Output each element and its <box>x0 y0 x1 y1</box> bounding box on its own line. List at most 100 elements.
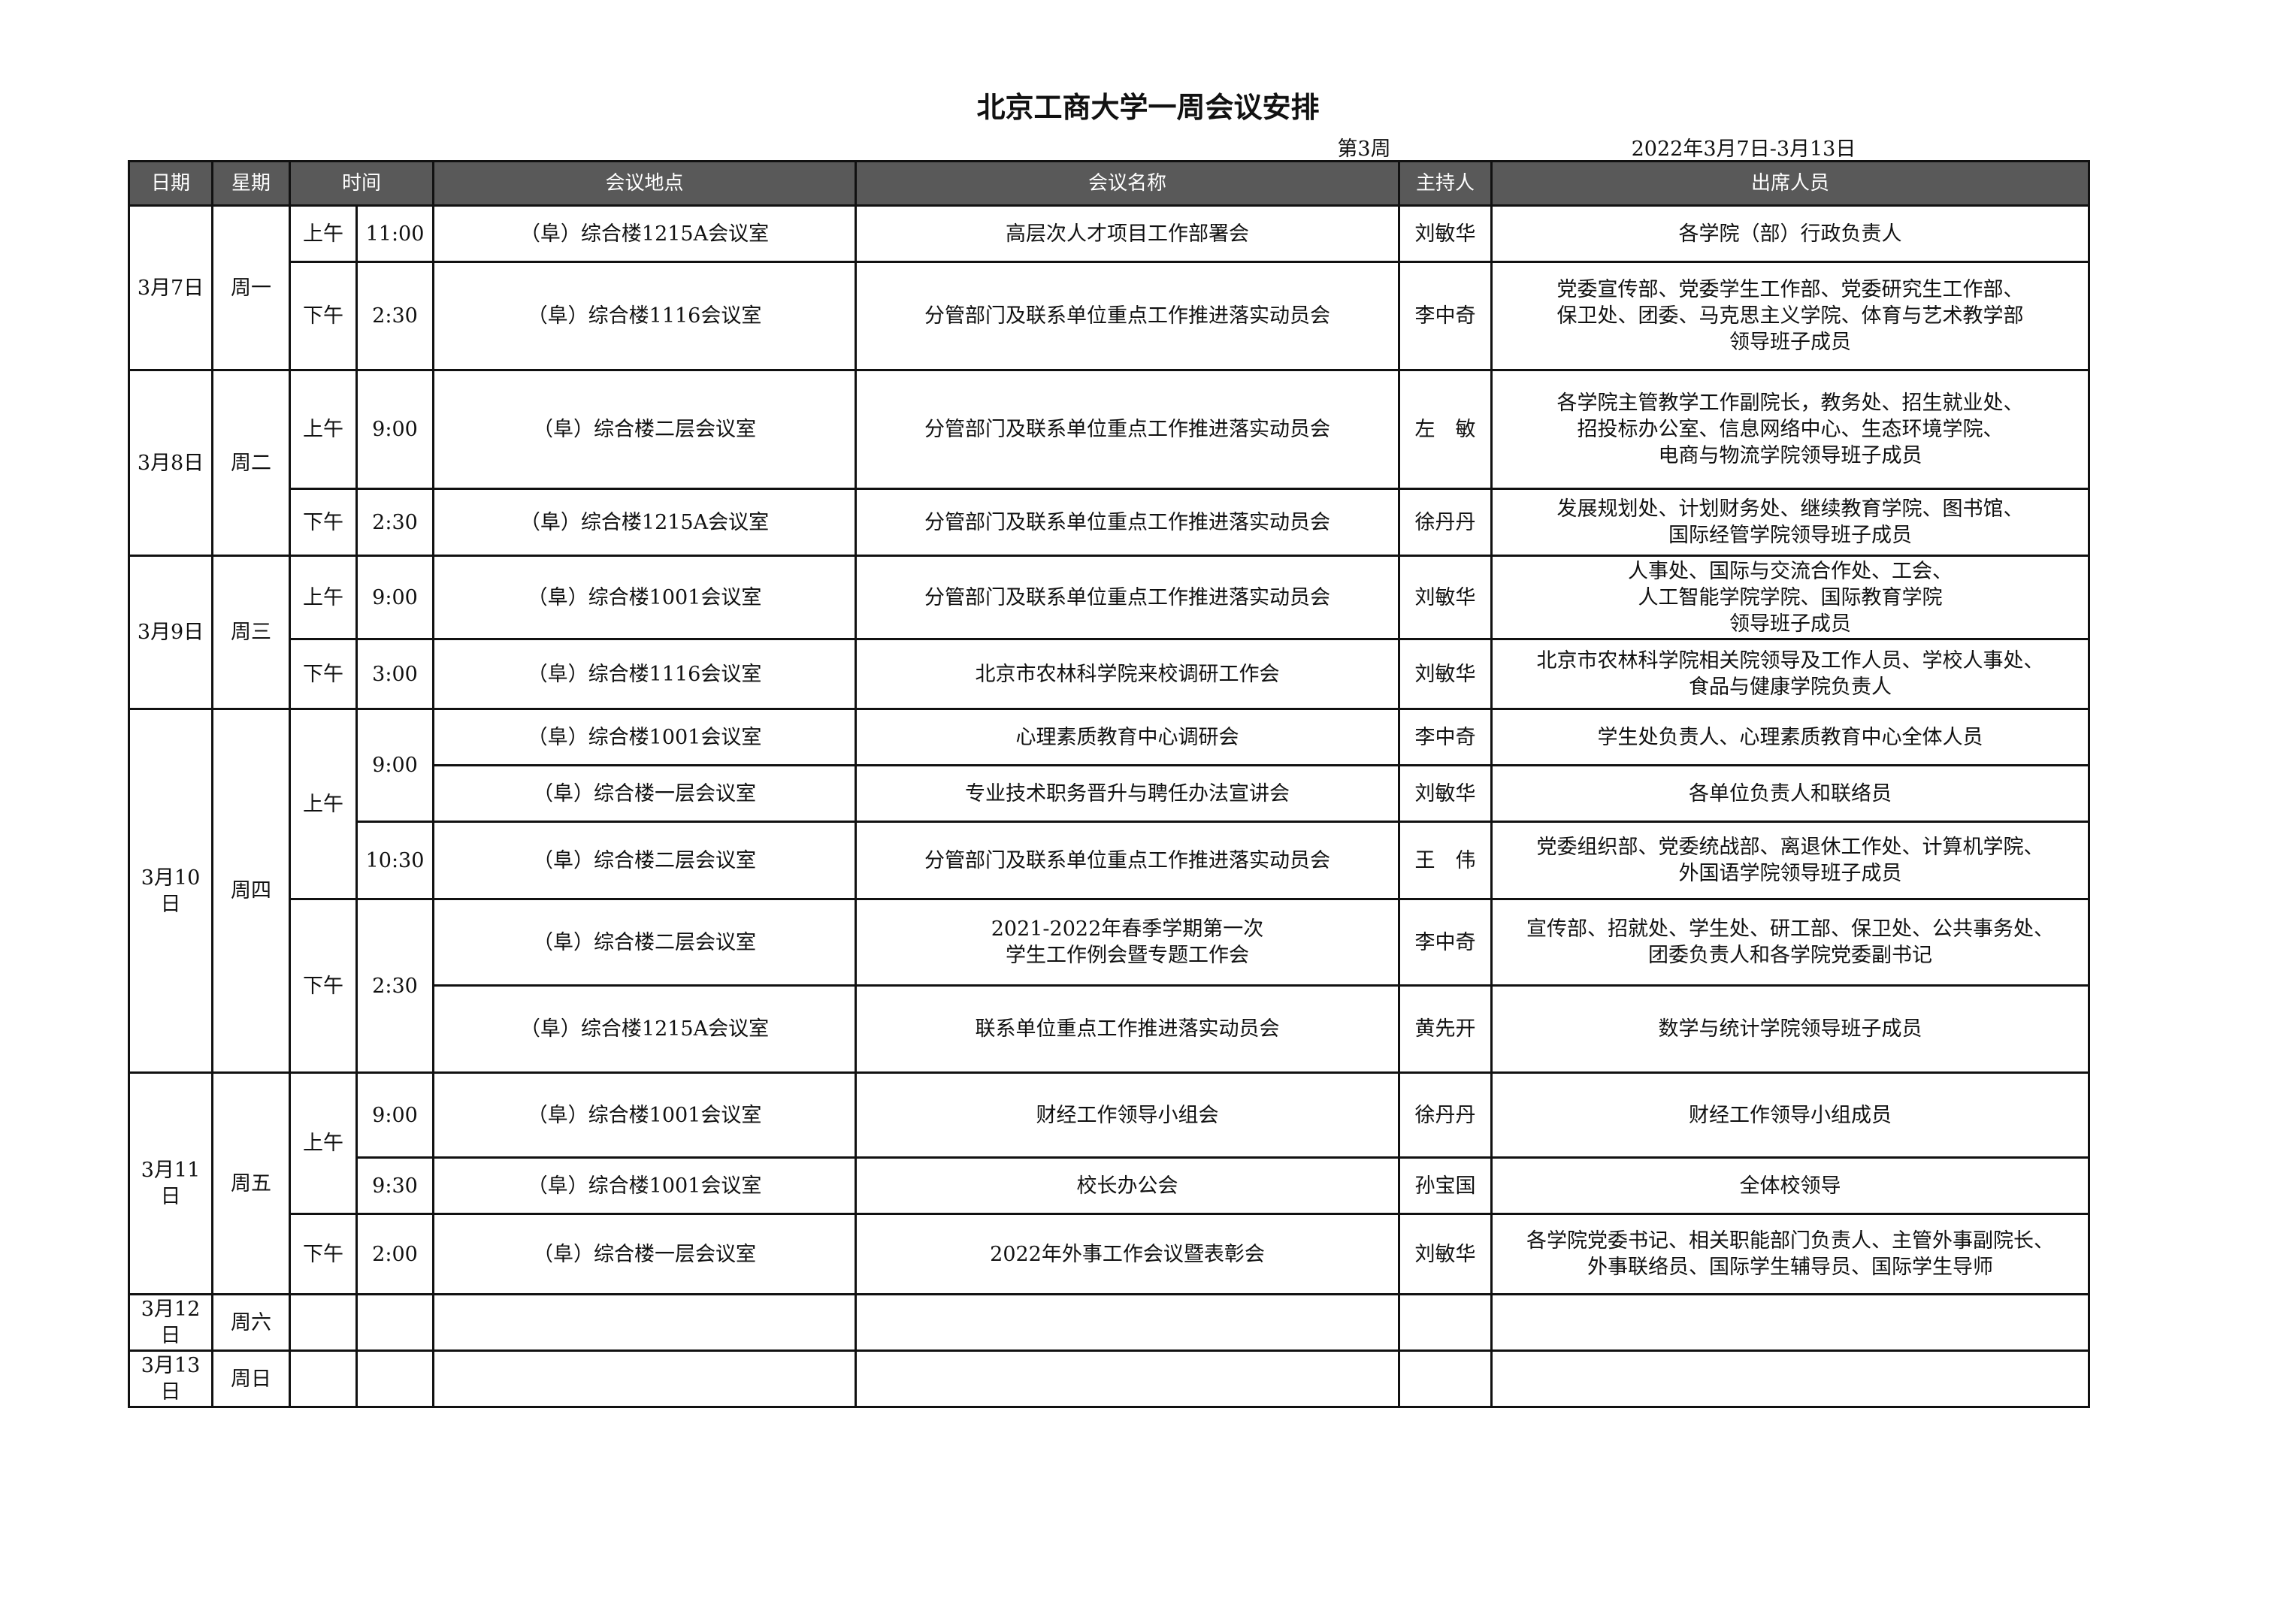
weekday-cell: 周四 <box>211 708 291 1074</box>
table-row: 下午 2:30 （阜）综合楼1215A会议室 分管部门及联系单位重点工作推进落实动员会… <box>129 488 2090 557</box>
location-cell: （阜）综合楼1215A会议室 <box>432 488 857 557</box>
location-cell: （阜）综合楼1001会议室 <box>432 1071 857 1159</box>
location-cell: （阜）综合楼二层会议室 <box>432 369 857 490</box>
date-cell: 3月11日 <box>128 1071 213 1295</box>
host-cell: 李中奇 <box>1398 261 1493 371</box>
location-cell: （阜）综合楼二层会议室 <box>432 898 857 987</box>
meeting-name-cell: 分管部门及联系单位重点工作推进落实动员会 <box>855 821 1400 900</box>
meeting-name-cell: 2022年外事工作会议暨表彰会 <box>855 1213 1400 1295</box>
host-cell: 刘敏华 <box>1398 1213 1493 1295</box>
time-cell: 11:00 <box>355 204 434 263</box>
meeting-name-cell: 2021-2022年春季学期第一次 学生工作例会暨专题工作会 <box>855 898 1400 987</box>
meeting-name-cell: 高层次人才项目工作部署会 <box>855 204 1400 263</box>
page-title: 北京工商大学一周会议安排 <box>976 91 1320 124</box>
weekday-cell: 周六 <box>211 1293 291 1352</box>
date-range: 2022年3月7日-3月13日 <box>1631 138 1856 161</box>
meeting-name-cell <box>855 1293 1400 1352</box>
table-row: 下午 2:30 （阜）综合楼1116会议室 分管部门及联系单位重点工作推进落实动员会李… <box>129 261 2090 371</box>
attendees-cell: 发展规划处、计划财务处、继续教育学院、图书馆、 国际经管学院领导班子成员 <box>1490 488 2090 557</box>
host-cell <box>1398 1349 1493 1408</box>
date-cell: 3月7日 <box>128 204 213 371</box>
table-row: （阜）综合楼一层会议室 专业技术职务晋升与聘任办法宣讲会 刘敏华 各单位负责人和联络员 <box>129 764 2090 823</box>
period-cell: 上午 <box>289 204 358 263</box>
host-cell: 孙宝国 <box>1398 1156 1493 1215</box>
meeting-name-cell: 北京市农林科学院来校调研工作会 <box>855 638 1400 710</box>
table-row: 下午 2:00 （阜）综合楼一层会议室 2022年外事工作会议暨表彰会 刘敏华 各学院党委… <box>129 1213 2090 1295</box>
attendees-cell: 全体校领导 <box>1490 1156 2090 1215</box>
period-cell <box>289 1293 358 1352</box>
table-row: 3月11日 周五 上午 9:00 （阜）综合楼1001会议室 财经工作领导小组会 徐丹丹 财经… <box>128 1071 2090 1295</box>
location-cell: （阜）综合楼二层会议室 <box>432 821 857 900</box>
header-location: 会议地点 <box>432 160 857 207</box>
host-cell: 刘敏华 <box>1398 638 1493 710</box>
period-cell: 上午 <box>289 708 358 900</box>
location-cell: （阜）综合楼一层会议室 <box>432 764 857 823</box>
attendees-cell: 各单位负责人和联络员 <box>1490 764 2090 823</box>
meeting-name-cell: 分管部门及联系单位重点工作推进落实动员会 <box>855 488 1400 557</box>
weekday-cell: 周三 <box>211 555 291 710</box>
header-weekday: 星期 <box>211 160 291 207</box>
date-cell: 3月8日 <box>128 369 213 557</box>
attendees-cell: 学生处负责人、心理素质教育中心全体人员 <box>1490 708 2090 766</box>
date-cell: 3月12日 <box>128 1293 213 1352</box>
meeting-name-cell: 分管部门及联系单位重点工作推进落实动员会 <box>855 369 1400 490</box>
table-row: 下午 2:30 （阜）综合楼二层会议室 2021-2022年春季学期第一次 学生工作例… <box>129 898 2090 1074</box>
header-date: 日期 <box>128 160 213 207</box>
date-cell: 3月9日 <box>128 555 213 710</box>
period-cell: 下午 <box>289 488 358 557</box>
host-cell: 刘敏华 <box>1398 764 1493 823</box>
attendees-cell: 北京市农林科学院相关院领导及工作人员、学校人事处、 食品与健康学院负责人 <box>1490 638 2090 710</box>
table-row: 下午 3:00 （阜）综合楼1116会议室 北京市农林科学院来校调研工作会 刘敏华 北京市… <box>129 638 2090 710</box>
location-cell: （阜）综合楼1001会议室 <box>432 708 857 766</box>
table-row: 3月10日 周四 上午 9:00 （阜）综合楼1001会议室 心理素质教育中心调研会 李中奇… <box>128 708 2090 1074</box>
header-row: 日期 星期 时间 会议地点 会议名称 主持人 出席人员 <box>128 160 2090 207</box>
host-cell: 刘敏华 <box>1398 204 1493 263</box>
table-row: 3月8日 周二 上午 9:00 （阜）综合楼二层会议室 分管部门及联系单位重点工作推进落实… <box>128 369 2090 557</box>
date-cell: 3月13日 <box>128 1349 213 1408</box>
attendees-cell: 宣传部、招就处、学生处、研工部、保卫处、公共事务处、 团委负责人和各学院党委副书… <box>1490 898 2090 987</box>
time-cell: 9:00 <box>355 708 434 823</box>
time-cell: 9:30 <box>355 1156 434 1215</box>
table-row: 3月13日 周日 <box>128 1349 2090 1408</box>
time-cell <box>355 1349 434 1408</box>
location-cell: （阜）综合楼1116会议室 <box>432 638 857 710</box>
weekday-cell: 周五 <box>211 1071 291 1295</box>
weekday-cell: 周日 <box>211 1349 291 1408</box>
host-cell: 李中奇 <box>1398 708 1493 766</box>
location-cell: （阜）综合楼1116会议室 <box>432 261 857 371</box>
host-cell: 王 伟 <box>1398 821 1493 900</box>
period-cell: 下午 <box>289 261 358 371</box>
period-cell: 下午 <box>289 898 358 1074</box>
attendees-cell: 财经工作领导小组成员 <box>1490 1071 2090 1159</box>
host-cell: 李中奇 <box>1398 898 1493 987</box>
attendees-cell: 各学院主管教学工作副院长，教务处、招生就业处、 招投标办公室、信息网络中心、生态… <box>1490 369 2090 490</box>
location-cell: （阜）综合楼一层会议室 <box>432 1213 857 1295</box>
time-cell: 2:00 <box>355 1213 434 1295</box>
location-cell <box>432 1293 857 1352</box>
attendees-cell: 党委宣传部、党委学生工作部、党委研究生工作部、 保卫处、团委、马克思主义学院、体… <box>1490 261 2090 371</box>
date-cell: 3月10日 <box>128 708 213 1074</box>
time-cell: 2:30 <box>355 261 434 371</box>
table-row: 3月9日 周三 上午 9:00 （阜）综合楼1001会议室 分管部门及联系单位重点工作推进… <box>128 555 2090 710</box>
meeting-name-cell: 专业技术职务晋升与聘任办法宣讲会 <box>855 764 1400 823</box>
table-row: 10:30 （阜）综合楼二层会议室 分管部门及联系单位重点工作推进落实动员会王 伟党… <box>129 821 2090 900</box>
meeting-name-cell: 心理素质教育中心调研会 <box>855 708 1400 766</box>
meeting-name-cell: 联系单位重点工作推进落实动员会 <box>855 984 1400 1074</box>
location-cell: （阜）综合楼1215A会议室 <box>432 204 857 263</box>
attendees-cell: 人事处、国际与交流合作处、工会、 人工智能学院学院、国际教育学院 领导班子成员 <box>1490 555 2090 640</box>
attendees-cell <box>1490 1293 2090 1352</box>
time-cell: 2:30 <box>355 488 434 557</box>
host-cell: 徐丹丹 <box>1398 488 1493 557</box>
period-cell: 上午 <box>289 369 358 490</box>
header-attendees: 出席人员 <box>1490 160 2090 207</box>
time-cell: 10:30 <box>355 821 434 900</box>
location-cell: （阜）综合楼1001会议室 <box>432 1156 857 1215</box>
host-cell: 刘敏华 <box>1398 555 1493 640</box>
period-cell: 下午 <box>289 1213 358 1295</box>
time-cell: 3:00 <box>355 638 434 710</box>
period-cell: 下午 <box>289 638 358 710</box>
table-row: （阜）综合楼1215A会议室 联系单位重点工作推进落实动员会 黄先开 数学与统计学院领… <box>129 984 2090 1074</box>
attendees-cell: 数学与统计学院领导班子成员 <box>1490 984 2090 1074</box>
location-cell: （阜）综合楼1215A会议室 <box>432 984 857 1074</box>
host-cell: 黄先开 <box>1398 984 1493 1074</box>
